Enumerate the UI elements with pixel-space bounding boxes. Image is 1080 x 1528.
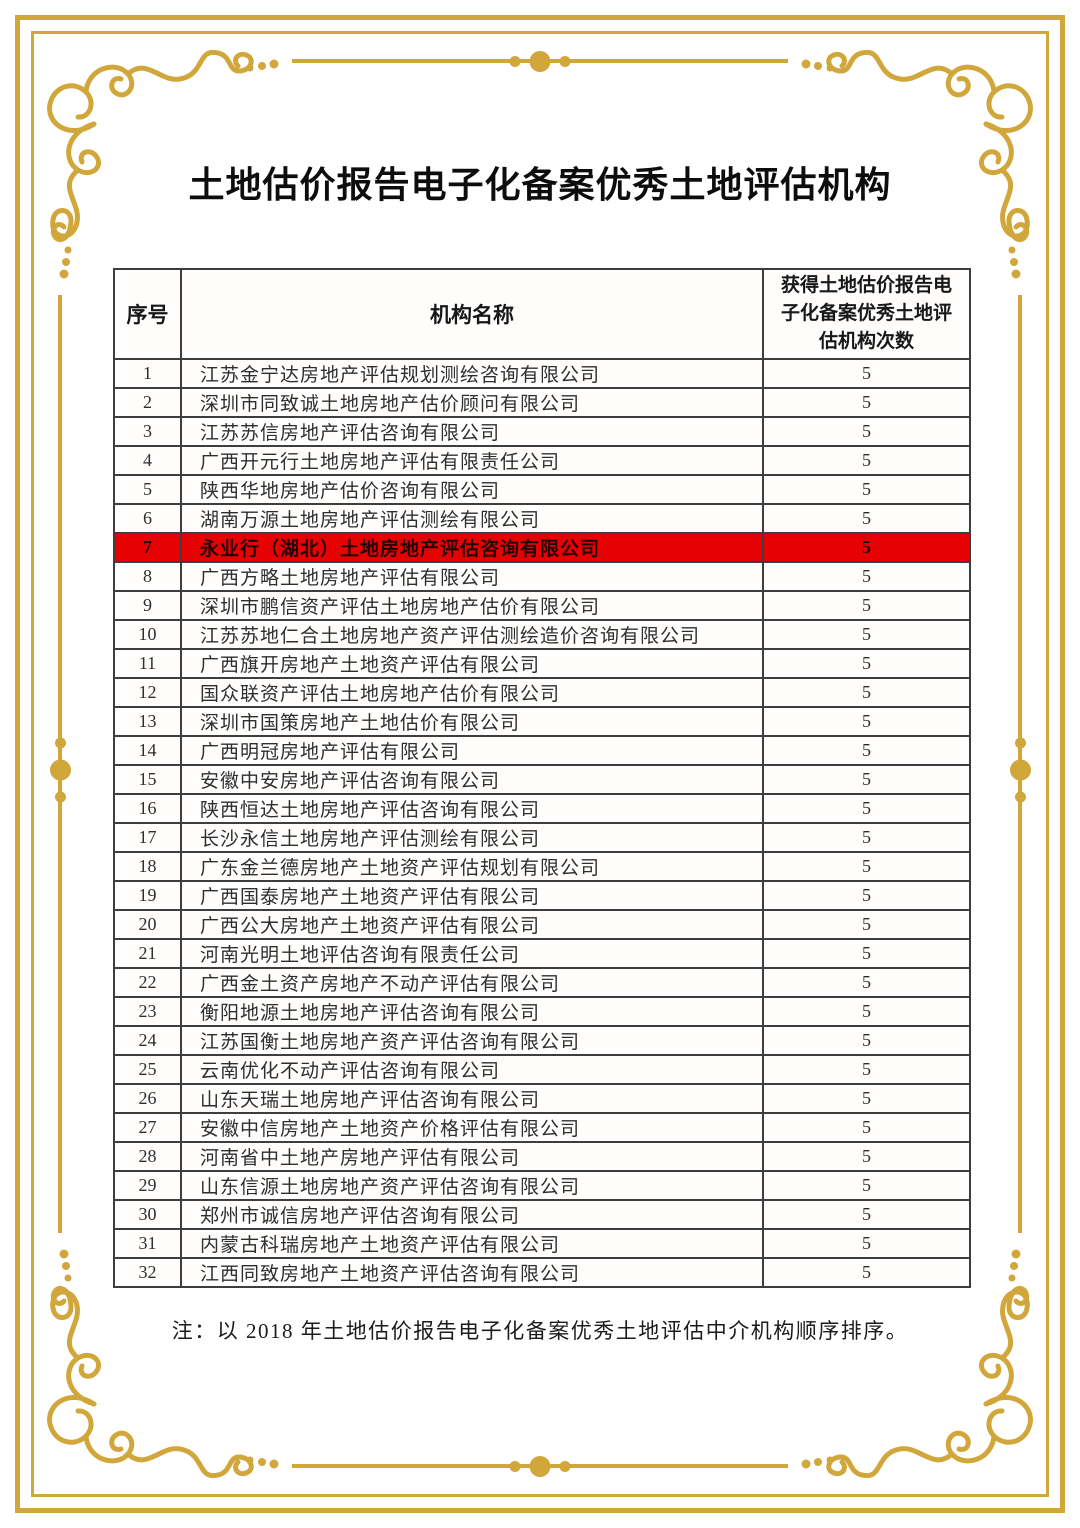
table-row: 5 陕西华地房地产估价咨询有限公司 5 <box>113 474 971 506</box>
header-name: 机构名称 <box>180 267 764 361</box>
header-count: 获得土地估价报告电子化备案优秀土地评估机构次数 <box>762 267 971 361</box>
footnote: 注：以 2018 年土地估价报告电子化备案优秀土地评估中介机构顺序排序。 <box>171 1319 909 1343</box>
table-row: 4 广西开元行土地房地产评估有限责任公司 5 <box>113 445 971 477</box>
table-row: 8 广西方略土地房地产评估有限公司 5 <box>113 561 971 593</box>
table-row: 30 郑州市诚信房地产评估咨询有限公司 5 <box>113 1199 971 1231</box>
dot-large-icon <box>529 50 551 72</box>
table-row: 9 深圳市鹏信资产评估土地房地产估价有限公司 5 <box>113 590 971 622</box>
dot-small-icon <box>1014 791 1026 803</box>
dot-large-icon <box>49 759 71 781</box>
page-title: 土地估价报告电子化备案优秀土地评估机构 <box>188 164 892 205</box>
table-row: 29 山东信源土地房地产资产评估咨询有限公司 5 <box>113 1170 971 1202</box>
table-row: 21 河南光明土地评估咨询有限责任公司 5 <box>113 938 971 970</box>
dot-small-icon <box>509 55 521 67</box>
right-dot-cluster <box>1009 737 1031 803</box>
table-row: 25 云南优化不动产评估咨询有限公司 5 <box>113 1054 971 1086</box>
table-row: 12 国众联资产评估土地房地产估价有限公司 5 <box>113 677 971 709</box>
table-row: 32 江西同致房地产土地资产评估咨询有限公司 5 <box>113 1257 971 1289</box>
table-row: 26 山东天瑞土地房地产评估咨询有限公司 5 <box>113 1083 971 1115</box>
table-row: 3 江苏苏信房地产评估咨询有限公司 5 <box>113 416 971 448</box>
bottom-dot-cluster <box>509 1455 571 1477</box>
table-row: 27 安徽中信房地产土地资产价格评估有限公司 5 <box>113 1112 971 1144</box>
table-row: 18 广东金兰德房地产土地资产评估规划有限公司 5 <box>113 851 971 883</box>
table-row: 22 广西金土资产房地产不动产评估有限公司 5 <box>113 967 971 999</box>
table-row: 17 长沙永信土地房地产评估测绘有限公司 5 <box>113 822 971 854</box>
table-row: 11 广西旗开房地产土地资产评估有限公司 5 <box>113 648 971 680</box>
dot-small-icon <box>559 1460 571 1472</box>
table-row: 7 永业行（湖北）土地房地产评估咨询有限公司 5 <box>113 532 971 564</box>
dot-large-icon <box>529 1455 551 1477</box>
table-row: 15 安徽中安房地产评估咨询有限公司 5 <box>113 764 971 796</box>
table-header-row: 序号 机构名称 获得土地估价报告电子化备案优秀土地评估机构次数 <box>113 267 971 361</box>
table-row: 14 广西明冠房地产评估有限公司 5 <box>113 735 971 767</box>
table-row: 31 内蒙古科瑞房地产土地资产评估有限公司 5 <box>113 1228 971 1260</box>
table-row: 24 江苏国衡土地房地产资产评估咨询有限公司 5 <box>113 1025 971 1057</box>
table-row: 23 衡阳地源土地房地产评估咨询有限公司 5 <box>113 996 971 1028</box>
dot-large-icon <box>1009 759 1031 781</box>
dot-small-icon <box>54 791 66 803</box>
table-row: 1 江苏金宁达房地产评估规划测绘咨询有限公司 5 <box>113 358 971 390</box>
dot-small-icon <box>509 1460 521 1472</box>
table-row: 6 湖南万源土地房地产评估测绘有限公司 5 <box>113 503 971 535</box>
table-row: 2 深圳市同致诚土地房地产估价顾问有限公司 5 <box>113 387 971 419</box>
dot-small-icon <box>54 737 66 749</box>
header-seq: 序号 <box>113 267 182 361</box>
table-row: 20 广西公大房地产土地资产评估有限公司 5 <box>113 909 971 941</box>
dot-small-icon <box>1014 737 1026 749</box>
table-row: 16 陕西恒达土地房地产评估咨询有限公司 5 <box>113 793 971 825</box>
left-dot-cluster <box>49 737 71 803</box>
table-row: 19 广西国泰房地产土地资产评估有限公司 5 <box>113 880 971 912</box>
dot-small-icon <box>559 55 571 67</box>
table-row: 28 河南省中土地产房地产评估有限公司 5 <box>113 1141 971 1173</box>
table-body: 1 江苏金宁达房地产评估规划测绘咨询有限公司 5 2 深圳市同致诚土地房地产估价… <box>113 358 971 1289</box>
top-dot-cluster <box>509 50 571 72</box>
agency-table: 序号 机构名称 获得土地估价报告电子化备案优秀土地评估机构次数 1 江苏金宁达房… <box>113 267 971 1289</box>
table-row: 10 江苏苏地仁合土地房地产资产评估测绘造价咨询有限公司 5 <box>113 619 971 651</box>
table-row: 13 深圳市国策房地产土地估价有限公司 5 <box>113 706 971 738</box>
